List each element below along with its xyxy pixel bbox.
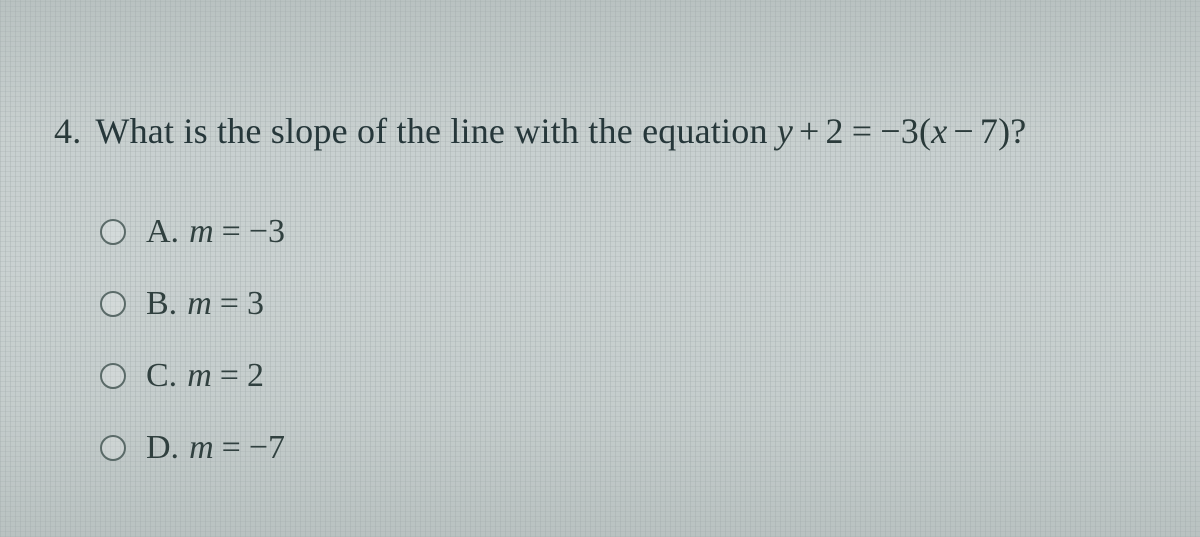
option-eq: = [212,357,247,395]
option-eq: = [214,213,249,251]
question-block: 4. What is the slope of the line with the… [54,108,1140,501]
eq-minus-2: − [947,111,980,151]
eq-lparen: ( [919,111,931,151]
option-value: −3 [249,213,285,251]
option-var: m [189,429,214,467]
eq-coef: 3 [901,111,919,151]
option-a[interactable]: A. m = −3 [100,213,1140,251]
eq-neg: − [880,111,901,151]
eq-x: x [931,111,947,151]
option-value: 2 [247,357,264,395]
eq-lhs-const: 2 [826,111,844,151]
options-list: A. m = −3 B. m = 3 C. m = 2 D. m = −7 [100,213,1140,467]
question-number: 4. [54,111,81,151]
option-eq: = [214,429,249,467]
eq-equals: = [844,111,881,151]
option-var: m [189,213,214,251]
radio-icon[interactable] [100,291,126,317]
option-eq: = [212,285,247,323]
option-value: −7 [249,429,285,467]
eq-rparen: ) [998,111,1010,151]
option-var: m [187,285,212,323]
eq-plus-1: + [793,111,826,151]
eq-y: y [777,111,793,151]
option-d[interactable]: D. m = −7 [100,429,1140,467]
question-text: 4. What is the slope of the line with the… [54,108,1140,155]
question-stem: What is the slope of the line with the e… [95,111,776,151]
radio-icon[interactable] [100,219,126,245]
equation: y+2=−3(x−7)? [777,111,1027,151]
option-letter: D. [146,429,179,467]
option-var: m [187,357,212,395]
radio-icon[interactable] [100,435,126,461]
option-letter: B. [146,285,177,323]
option-value: 3 [247,285,264,323]
option-c[interactable]: C. m = 2 [100,357,1140,395]
option-b[interactable]: B. m = 3 [100,285,1140,323]
option-letter: A. [146,213,179,251]
eq-tail: ? [1010,111,1026,151]
eq-rhs-const: 7 [980,111,998,151]
option-letter: C. [146,357,177,395]
radio-icon[interactable] [100,363,126,389]
